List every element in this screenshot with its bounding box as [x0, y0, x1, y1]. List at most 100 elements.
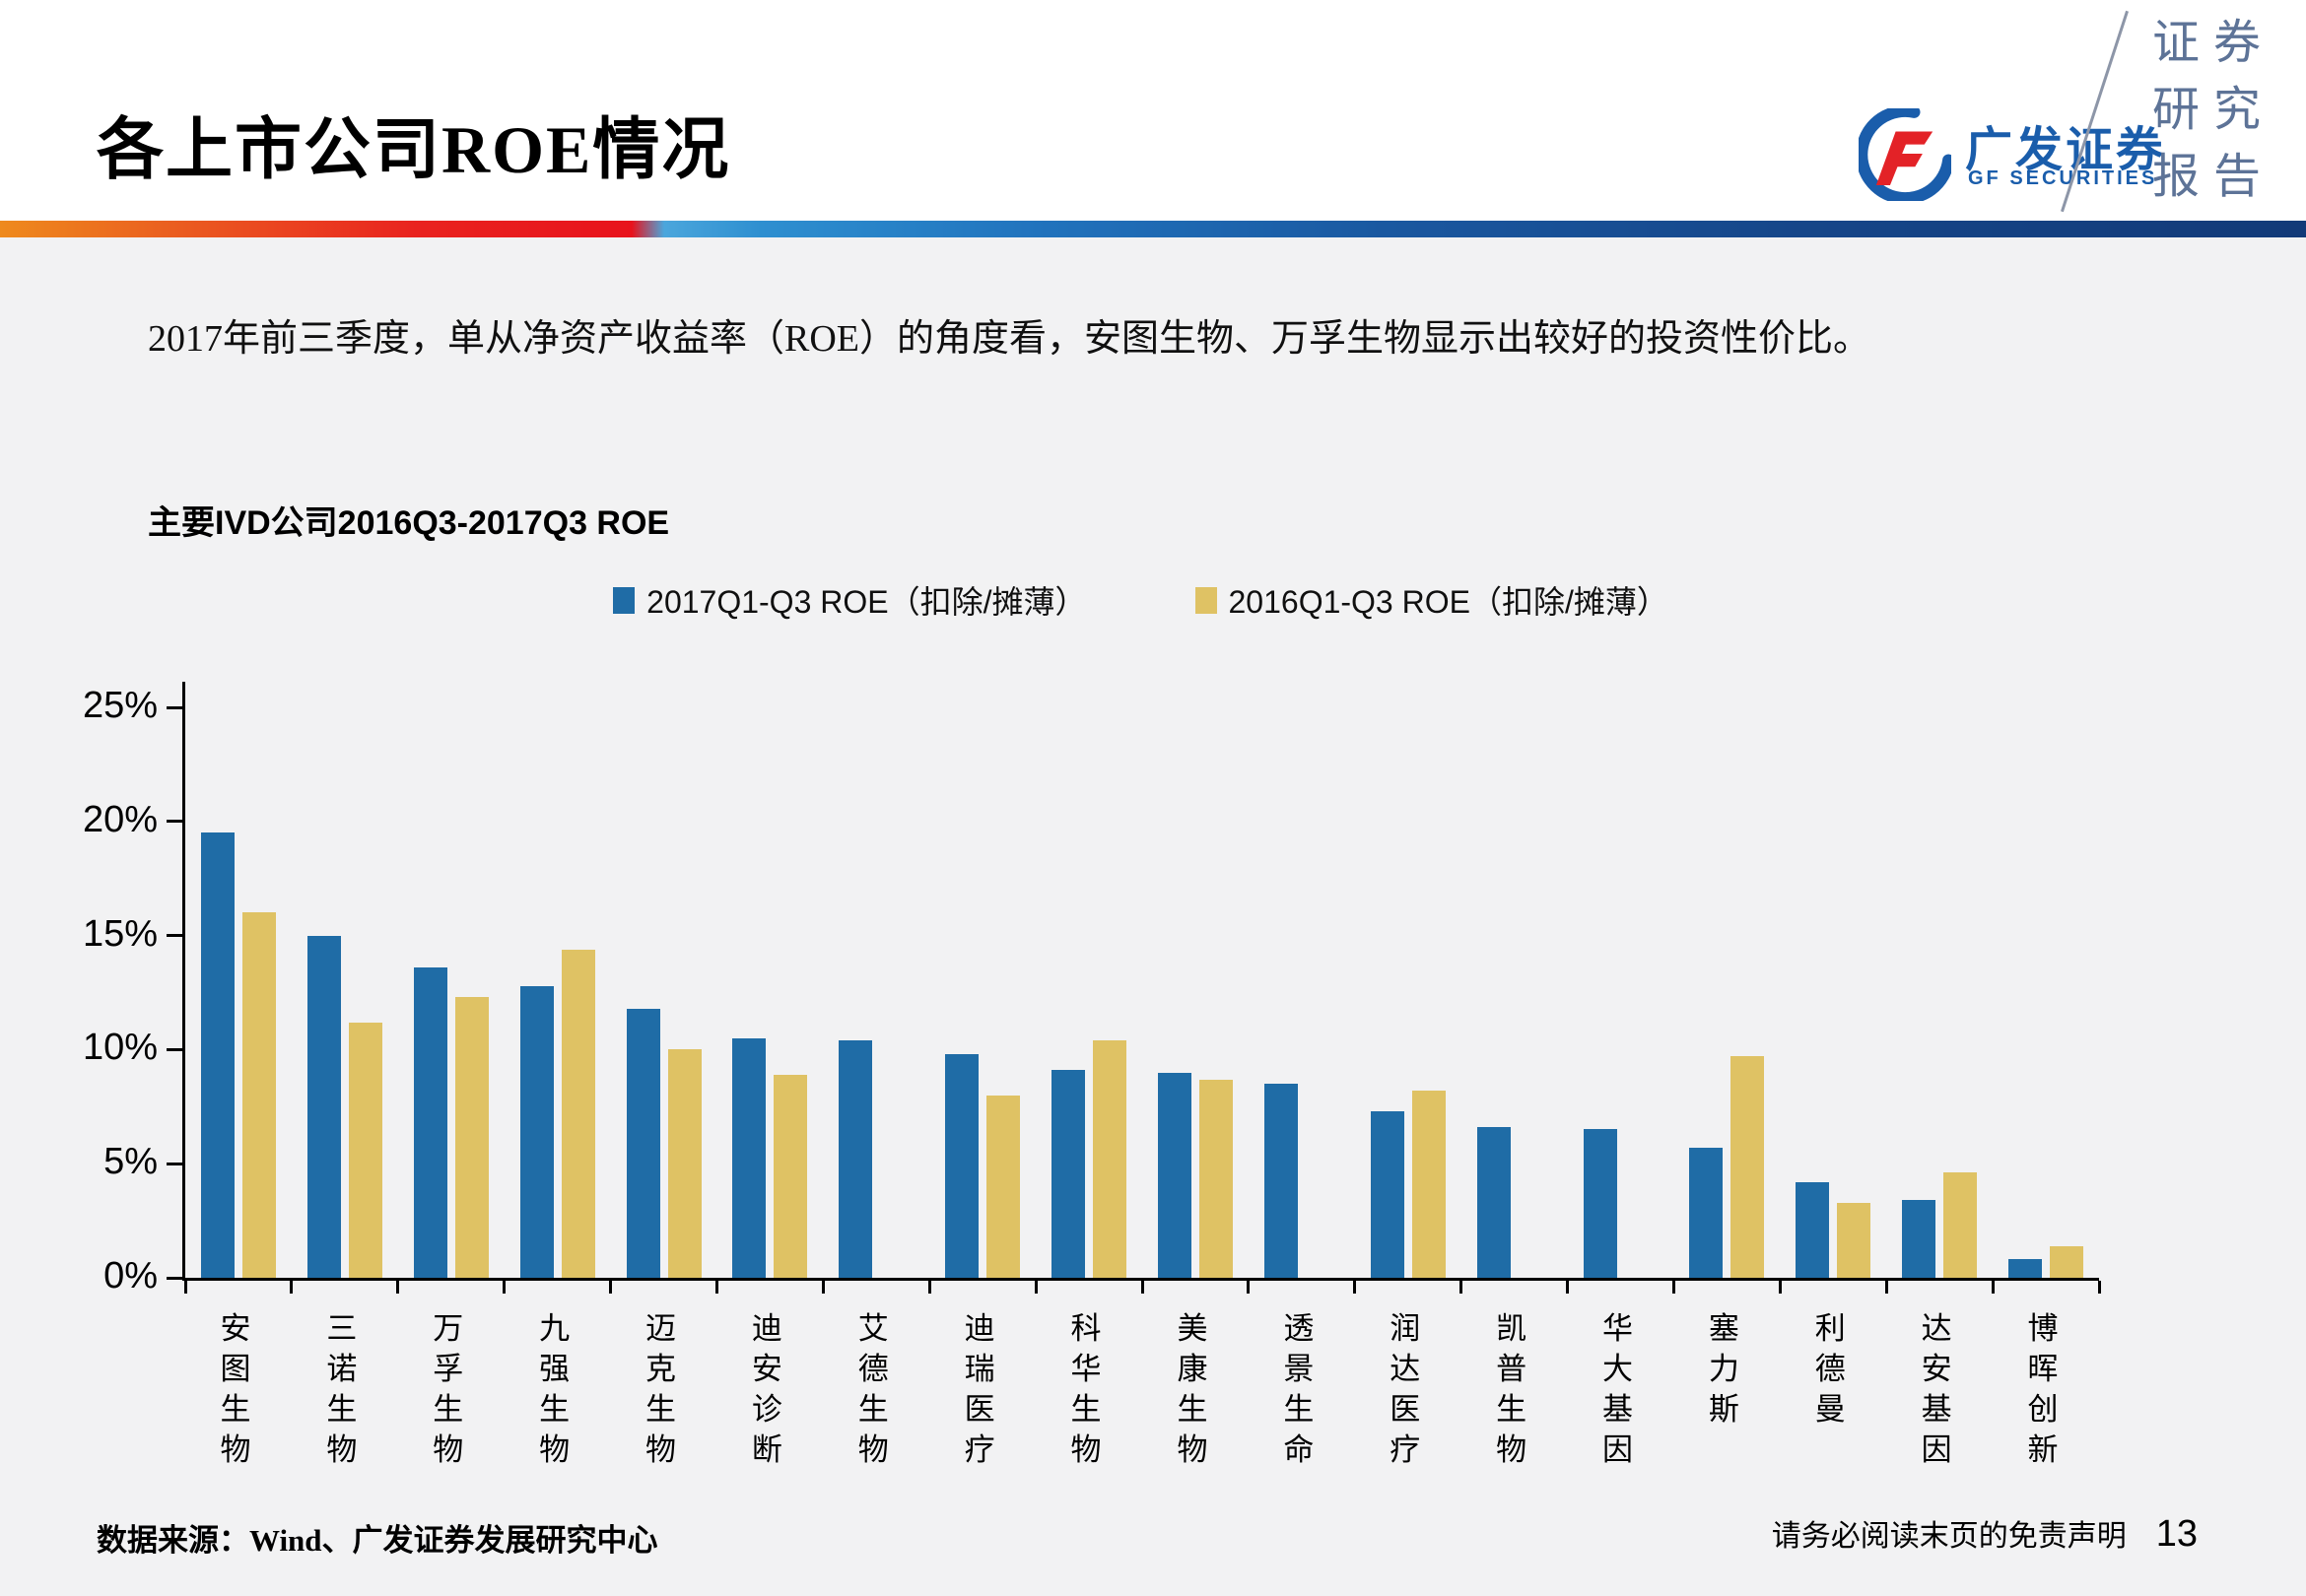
bar-2016q1q3-roe [1837, 1202, 1871, 1278]
badge-line-1: 证券 [2152, 17, 2275, 69]
bar-2017q1q3-roe [519, 985, 554, 1278]
badge-line-2: 研究 [2152, 84, 2275, 136]
chart-title: 主要IVD公司2016Q3-2017Q3 ROE [148, 504, 670, 542]
x-axis-tick [1671, 1281, 1675, 1294]
x-category-label: 美康生物 [1177, 1311, 1208, 1467]
y-axis-tick [167, 1047, 182, 1051]
bar-2016q1q3-roe [348, 1022, 382, 1278]
y-axis-tick [167, 820, 182, 824]
bar-2016q1q3-roe [986, 1095, 1021, 1278]
x-axis-tick [821, 1281, 825, 1294]
y-tick-label: 25% [82, 685, 158, 726]
x-axis-tick [927, 1281, 931, 1294]
y-axis [182, 682, 185, 707]
bar-2017q1q3-roe [1051, 1070, 1086, 1278]
x-category-label: 安图生物 [220, 1311, 251, 1467]
x-axis-tick [396, 1281, 400, 1294]
gf-securities-logo-icon [1859, 108, 1951, 201]
bar-2017q1q3-roe [413, 967, 447, 1278]
legend-item-2017: 2017Q1-Q3 ROE（扣除/摊薄） [613, 577, 1087, 623]
x-axis-tick [1459, 1281, 1463, 1294]
research-report-badge: 证券 研究 报告 [2152, 10, 2274, 211]
bar-2017q1q3-roe [839, 1040, 873, 1278]
x-category-label: 达安基因 [1921, 1311, 1952, 1467]
disclaimer-text: 请务必阅读末页的免责声明 [1771, 1520, 2127, 1553]
x-category-label: 凯普生物 [1496, 1311, 1527, 1467]
x-axis-tick [290, 1281, 294, 1294]
header: 各上市公司ROE情况 广发证券 GF SECURITIES 证券 研究 报告 [0, 0, 2306, 221]
x-axis-tick [503, 1281, 507, 1294]
y-axis-tick [167, 1276, 182, 1280]
legend-swatch-2016-icon [1194, 586, 1217, 614]
x-category-label: 科华生物 [1070, 1311, 1102, 1467]
x-axis-tick [1034, 1281, 1038, 1294]
bar-2016q1q3-roe [667, 1049, 702, 1278]
y-axis-tick [167, 934, 182, 938]
x-axis-tick [1991, 1281, 1995, 1294]
x-category-label: 迪安诊断 [751, 1311, 782, 1467]
bar-2016q1q3-roe [1943, 1172, 1978, 1278]
x-axis-tick [1566, 1281, 1570, 1294]
bar-2017q1q3-roe [1263, 1084, 1298, 1278]
bar-2016q1q3-roe [1411, 1091, 1446, 1278]
y-tick-label: 15% [82, 912, 158, 955]
x-axis-tick [714, 1281, 718, 1294]
bar-2017q1q3-roe [1476, 1127, 1511, 1278]
bar-2017q1q3-roe [1689, 1148, 1724, 1278]
x-axis-tick [609, 1281, 613, 1294]
y-tick-label: 0% [103, 1255, 158, 1297]
bar-2016q1q3-roe [2050, 1245, 2084, 1278]
footer-right: 请务必阅读末页的免责声明 13 [1772, 1511, 2198, 1556]
bar-2017q1q3-roe [626, 1008, 660, 1278]
x-axis-tick [1140, 1281, 1144, 1294]
x-category-label: 迈克生物 [645, 1311, 676, 1467]
accent-gradient-bar [0, 221, 2306, 237]
bar-2017q1q3-roe [1157, 1072, 1191, 1278]
legend-label-2016: 2016Q1-Q3 ROE（扣除/摊薄） [1228, 584, 1668, 620]
y-tick-label: 5% [103, 1141, 158, 1183]
x-category-label: 万孚生物 [433, 1311, 464, 1467]
legend-swatch-2017-icon [613, 586, 636, 614]
x-category-label: 九强生物 [539, 1311, 571, 1467]
bar-2017q1q3-roe [1796, 1181, 1830, 1278]
intro-text: 2017年前三季度，单从净资产收益率（ROE）的角度看，安图生物、万孚生物显示出… [148, 318, 1871, 360]
bar-2016q1q3-roe [241, 912, 276, 1278]
x-category-label: 塞力斯 [1708, 1311, 1739, 1427]
bar-2016q1q3-roe [1198, 1079, 1233, 1278]
x-category-label: 华大基因 [1602, 1311, 1633, 1467]
y-tick-label: 10% [82, 1027, 158, 1069]
x-axis-tick [1884, 1281, 1888, 1294]
bar-2017q1q3-roe [732, 1037, 767, 1278]
bar-2016q1q3-roe [1730, 1056, 1765, 1278]
x-category-label: 透景生命 [1283, 1311, 1315, 1467]
x-category-label: 利德曼 [1814, 1311, 1846, 1427]
bar-2016q1q3-roe [454, 997, 489, 1278]
logo-company-name: 广发证券 [1965, 124, 2167, 176]
bar-2016q1q3-roe [561, 949, 595, 1278]
y-axis-tick [167, 1162, 182, 1165]
bar-2017q1q3-roe [1370, 1110, 1404, 1278]
x-axis-tick [1247, 1281, 1251, 1294]
x-axis-tick [183, 1281, 187, 1294]
badge-line-3: 报告 [2152, 151, 2275, 203]
bar-2017q1q3-roe [1583, 1129, 1617, 1278]
data-source-text: 数据来源：Wind、广发证券发展研究中心 [97, 1523, 658, 1558]
bar-2016q1q3-roe [1093, 1040, 1127, 1278]
x-category-label: 润达医疗 [1390, 1311, 1421, 1467]
x-axis-tick [1353, 1281, 1357, 1294]
bar-2017q1q3-roe [945, 1054, 980, 1278]
y-axis-tick [167, 705, 182, 709]
x-category-label: 三诺生物 [326, 1311, 358, 1467]
bar-2016q1q3-roe [774, 1074, 808, 1278]
x-axis-tick [1778, 1281, 1782, 1294]
legend-label-2017: 2017Q1-Q3 ROE（扣除/摊薄） [646, 584, 1087, 620]
bar-2017q1q3-roe [2008, 1259, 2043, 1278]
y-tick-label: 20% [82, 798, 158, 840]
x-axis-tick [2097, 1281, 2101, 1294]
x-category-label: 艾德生物 [857, 1311, 889, 1467]
x-category-label: 博晖创新 [2027, 1311, 2059, 1467]
page-title: 各上市公司ROE情况 [97, 112, 731, 187]
bar-2017q1q3-roe [200, 832, 235, 1278]
chart-legend: 2017Q1-Q3 ROE（扣除/摊薄） 2016Q1-Q3 ROE（扣除/摊薄… [182, 577, 2099, 623]
